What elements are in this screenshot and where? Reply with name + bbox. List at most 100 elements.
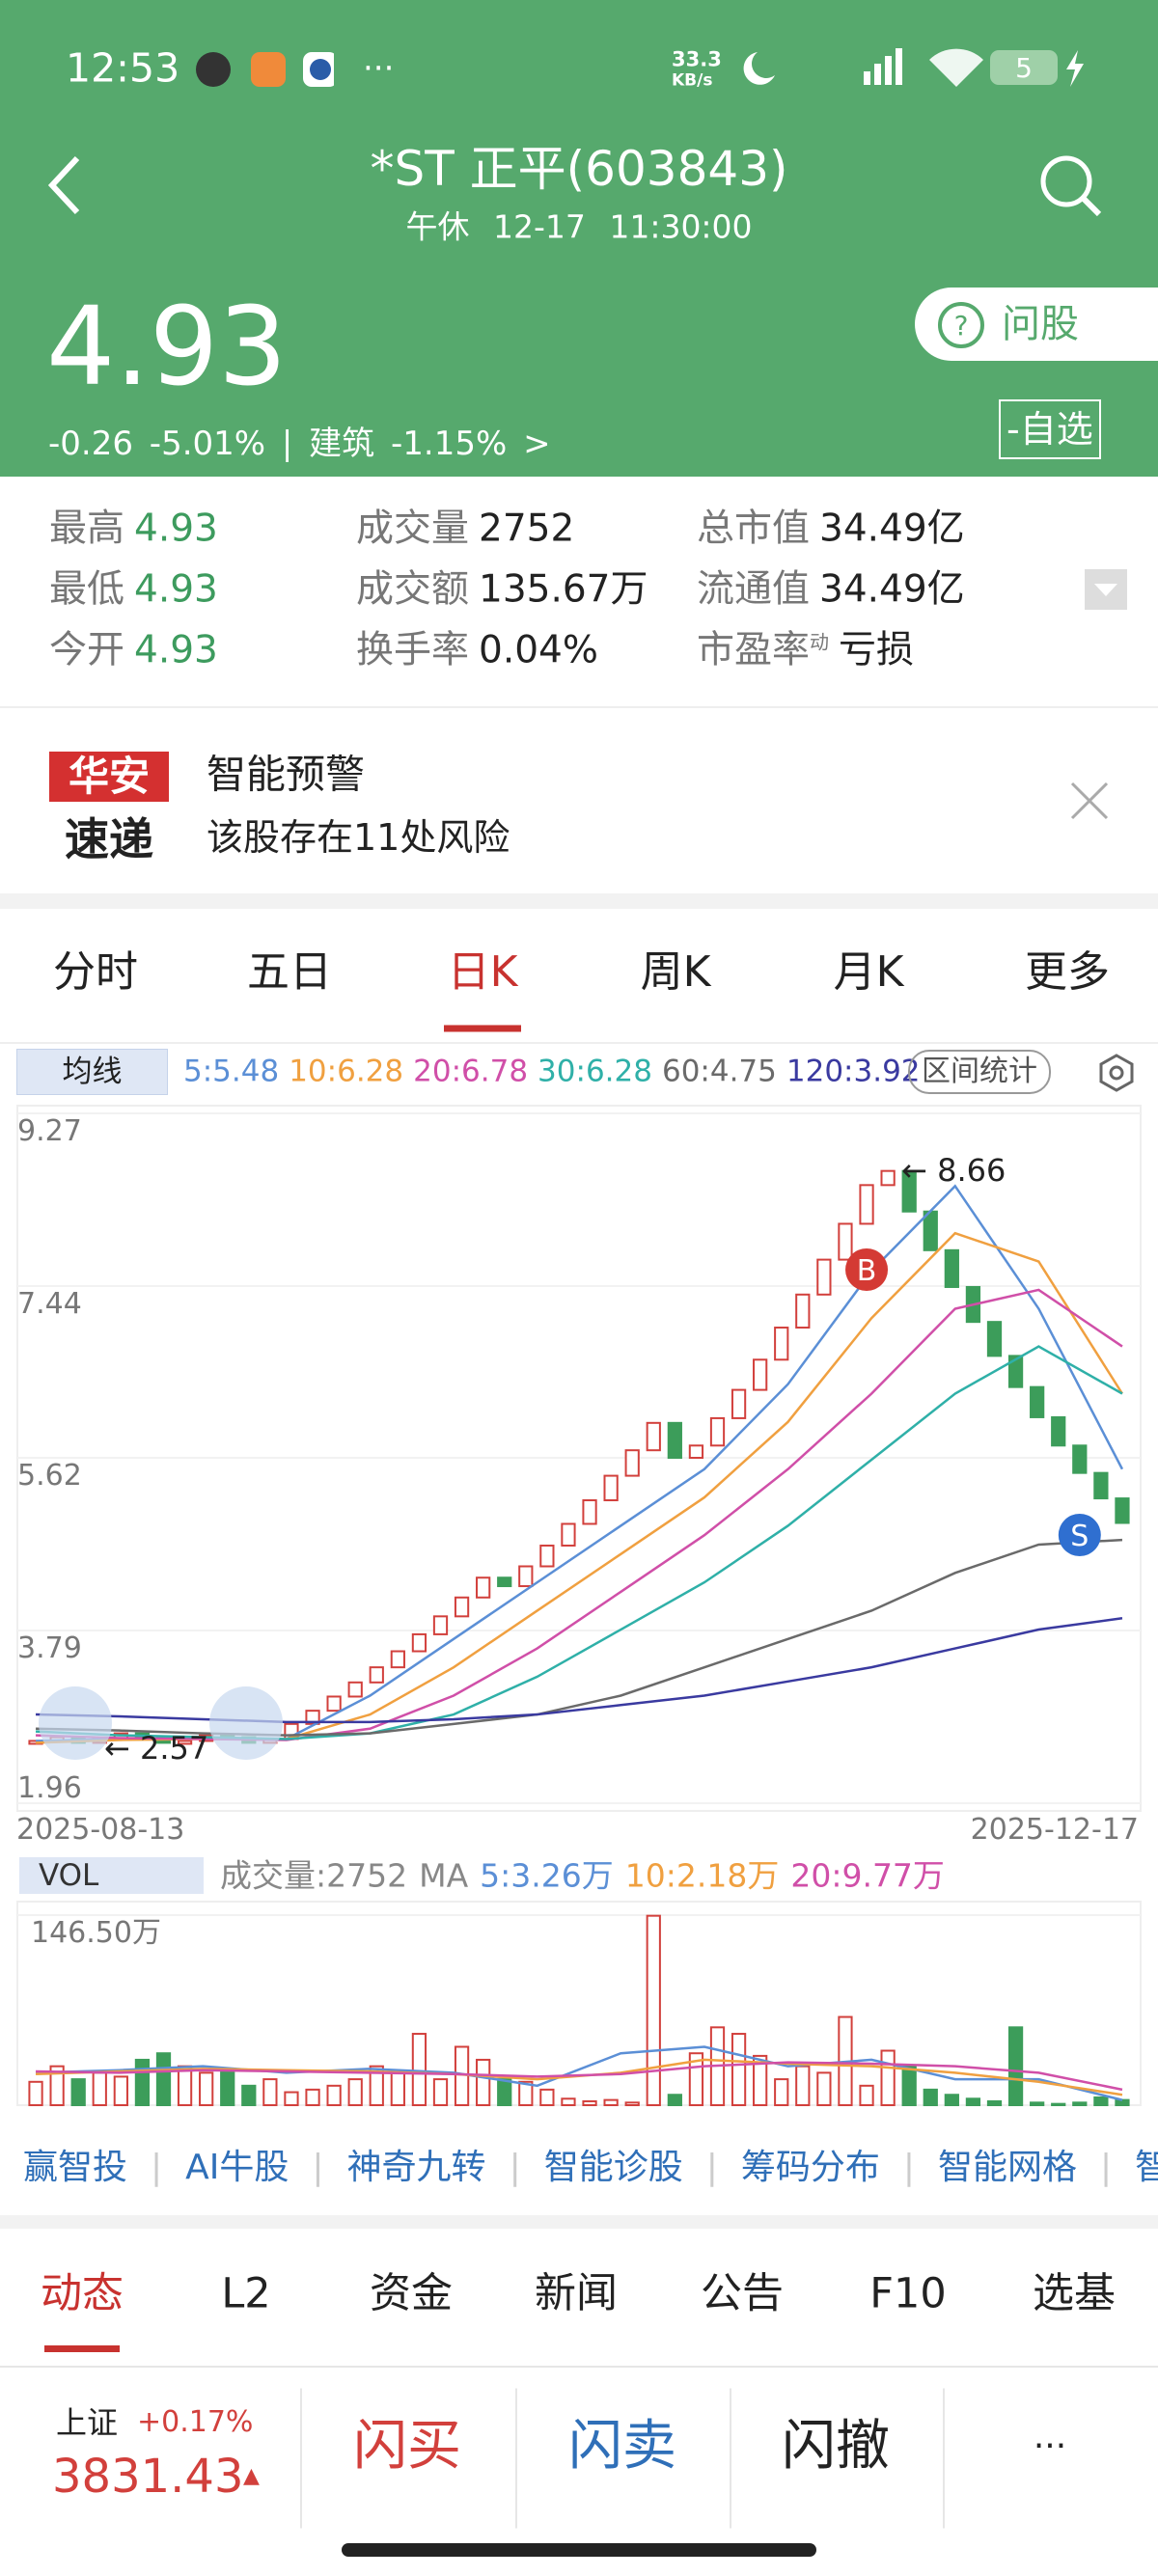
volume-bar (305, 2088, 320, 2107)
trade-button[interactable]: ··· (1033, 2426, 1067, 2466)
feature-link[interactable]: 智能诊股 (543, 2148, 683, 2187)
candle (753, 1358, 768, 1391)
volume-bar (795, 2065, 811, 2106)
volume-bar (816, 2071, 832, 2107)
bottom-tab[interactable]: 资金 (370, 2269, 453, 2318)
candle (880, 1169, 896, 1187)
candle (603, 1474, 619, 1502)
ma-line (36, 1538, 1123, 1737)
volume-bar (731, 2033, 747, 2107)
stat-label: 换手率 (356, 628, 470, 672)
feature-link[interactable]: 智能网格 (938, 2148, 1078, 2187)
stat-label: 市盈率 (697, 628, 811, 672)
watch-button[interactable]: -自选 (999, 399, 1101, 459)
volume-bar (753, 2054, 768, 2107)
volume-bar (262, 2078, 278, 2106)
feature-link[interactable]: 智 (1135, 2148, 1158, 2187)
feature-link[interactable]: 筹码分布 (740, 2148, 880, 2187)
stat-label: 今开 (49, 628, 125, 672)
speed: 33.3 (672, 47, 722, 71)
ma-line (35, 1231, 1124, 1744)
volume-bar (603, 2098, 619, 2106)
back-button[interactable] (46, 154, 85, 216)
candle (688, 1444, 704, 1460)
speed-unit: KB/s (672, 70, 713, 91)
stat-value: 4.93 (134, 567, 218, 612)
y-tick-label: 9.27 (17, 1114, 82, 1148)
tab[interactable]: 五日 (247, 947, 332, 997)
ask-icon: ? (938, 302, 984, 348)
button-divider (300, 2388, 302, 2529)
ask-pill[interactable] (915, 288, 1158, 361)
buy-marker (845, 1248, 889, 1291)
trade-button[interactable]: 闪买 (353, 2415, 461, 2478)
bottom-tab[interactable]: 新闻 (535, 2269, 618, 2318)
ma-legend-item: 10:6.28 (289, 1054, 404, 1089)
session: 午休 (405, 207, 470, 246)
volume-bar (880, 2049, 896, 2107)
volume-bar (667, 2094, 682, 2107)
tab[interactable]: 月K (833, 947, 904, 997)
expand-button[interactable] (1085, 569, 1127, 610)
x-tick-label: 2025-12-17 (971, 1813, 1139, 1847)
stat: 成交额 135.67万 (356, 571, 648, 609)
volume-bar (92, 2071, 107, 2107)
vol-legend-item: 5:3.26万 (480, 1856, 614, 1895)
candle (667, 1421, 682, 1460)
bottom-tab[interactable]: F10 (869, 2269, 947, 2318)
search-button[interactable] (1037, 152, 1105, 220)
feature-link[interactable]: AI牛股 (185, 2148, 290, 2187)
candle (497, 1576, 512, 1588)
ma-title: 均线 (16, 1049, 168, 1095)
vol-legend: 成交量:2752 MA 5:3.26万 10:2.18万 20:9.77万 (220, 1860, 945, 1892)
stat-value: 亏损 (839, 628, 915, 672)
stat-value: 2752 (479, 507, 575, 551)
volume-bar (155, 2052, 172, 2107)
index-name: 上证 (56, 2404, 119, 2441)
quote-time: 12-17 11:30:00 (492, 207, 753, 246)
stat-value: 0.04% (479, 628, 598, 672)
logo-top: 华安 (49, 752, 169, 802)
volume-bar (518, 2080, 534, 2106)
ma-legend-item: 120:3.92 (786, 1054, 921, 1089)
stat: 总市值 34.49亿 (697, 510, 965, 548)
tab[interactable]: 日K (447, 947, 518, 997)
arrow: > (523, 425, 551, 463)
svg-text:?: ? (954, 310, 969, 342)
trade-button[interactable]: 闪撤 (782, 2415, 890, 2478)
buy-label: B (857, 1254, 877, 1288)
bottom-tab[interactable]: 动态 (41, 2269, 124, 2318)
feature-link[interactable]: 赢智投 (23, 2148, 128, 2187)
close-alert[interactable] (1070, 781, 1109, 820)
trade-button[interactable]: 闪卖 (568, 2415, 676, 2478)
candle (177, 1740, 193, 1745)
candle (838, 1222, 853, 1261)
tab[interactable]: 更多 (1025, 947, 1110, 997)
volume-bar (1093, 2096, 1109, 2106)
candle (411, 1632, 427, 1653)
scroll-left (39, 1686, 112, 1760)
ask-label[interactable]: 问股 (1002, 302, 1079, 346)
volume-bar (284, 2091, 299, 2107)
volume-bar (70, 2078, 86, 2106)
bottom-tab[interactable]: L2 (221, 2269, 271, 2318)
settings-button[interactable] (1098, 1054, 1135, 1092)
ma-legend-item: 30:6.28 (538, 1054, 652, 1089)
bottom-tab[interactable]: 公告 (701, 2269, 784, 2318)
divider (0, 2366, 1158, 2368)
tab[interactable]: 分时 (53, 947, 138, 997)
bottom-tab[interactable]: 选基 (1033, 2269, 1116, 2318)
tab[interactable]: 周K (640, 947, 711, 997)
features: 赢智投 | AI牛股 | 神奇九转 | 智能诊股 | 筹码分布 | 智能网格 | 智 (23, 2151, 1158, 2185)
volume-bar (134, 2058, 151, 2106)
x-tick-label: 2025-08-13 (16, 1813, 184, 1847)
sell-marker (1058, 1514, 1101, 1556)
candle (539, 1544, 555, 1568)
candle (1093, 1471, 1109, 1500)
volume-bar (923, 2088, 938, 2107)
range-stats-button[interactable]: 区间统计 (908, 1050, 1051, 1094)
feature-link[interactable]: 神奇九转 (346, 2148, 486, 2187)
vol-frame (16, 1901, 1142, 2106)
candle (454, 1596, 470, 1618)
